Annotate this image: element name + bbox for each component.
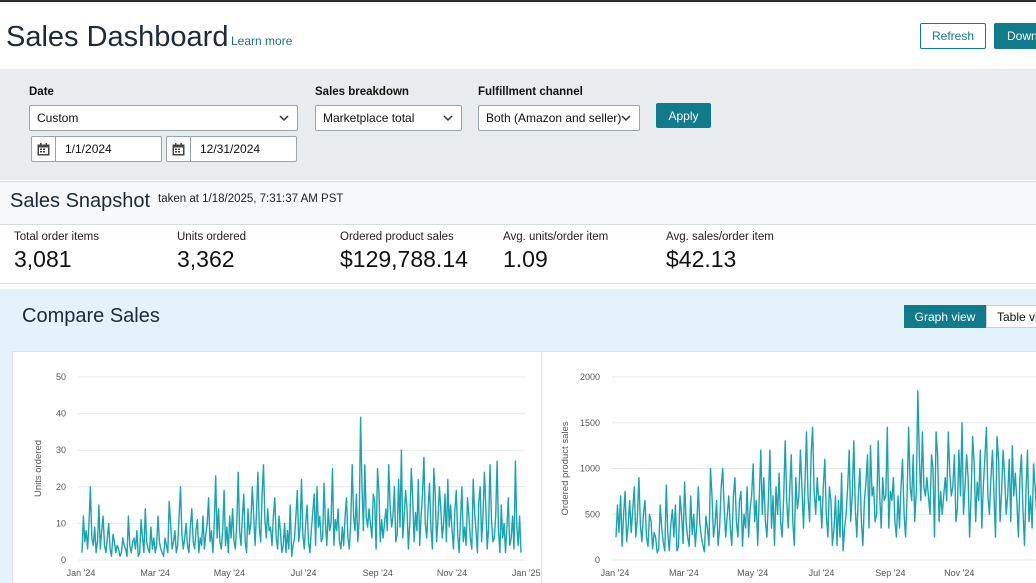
chevron-down-icon: [443, 106, 453, 140]
series-line: [81, 416, 522, 557]
metric-label: Total order items: [14, 231, 100, 243]
metric-avg-sales-per-order-item: Avg. sales/order item $42.13: [666, 231, 774, 273]
table-view-toggle[interactable]: Table vi: [986, 305, 1036, 328]
filter-bar: Date Custom 1/1/2024 12/31/2024 Sales br…: [0, 69, 1036, 180]
y-tick-label: 30: [56, 445, 66, 455]
download-button[interactable]: Down: [994, 23, 1036, 49]
apply-button[interactable]: Apply: [656, 103, 711, 128]
sales-breakdown-label: Sales breakdown: [315, 86, 409, 98]
x-tick-label: Jan '24: [67, 568, 96, 578]
ordered-product-sales-chart-panel: 0 500 1000 1500 2000 Jan '24 Mar '24 May '24 Jul…: [541, 351, 1036, 583]
metric-value: $42.13: [666, 246, 737, 272]
y-tick-label: 0: [61, 555, 66, 565]
x-tick-label: Jan '25: [512, 568, 541, 578]
metric-units-ordered: Units ordered 3,362: [177, 231, 246, 273]
metric-label: Ordered product sales: [340, 231, 454, 243]
metric-value: 1.09: [503, 246, 548, 272]
snapshot-metrics: Total order items 3,081 Units ordered 3,…: [0, 226, 1036, 284]
x-tick-label: Mar '24: [669, 568, 699, 578]
end-date-field[interactable]: 12/31/2024: [166, 136, 297, 162]
y-tick-label: 0: [595, 555, 600, 565]
sales-breakdown-value: Marketplace total: [323, 111, 415, 125]
compare-sales-section: Compare Sales Graph view Table vi 0 10 20 3…: [0, 289, 1036, 583]
start-date-value: 1/1/2024: [65, 142, 112, 156]
metric-label: Avg. units/order item: [503, 231, 609, 243]
x-tick-label: Jul '24: [291, 568, 317, 578]
compare-sales-title: Compare Sales: [22, 305, 160, 327]
page-header: Sales Dashboard Learn more Refresh Down: [0, 2, 1036, 69]
graph-view-toggle[interactable]: Graph view: [904, 305, 986, 328]
x-tick-label: Mar '24: [140, 568, 170, 578]
fulfillment-channel-select[interactable]: Both (Amazon and seller): [478, 105, 640, 131]
y-tick-label: 10: [56, 518, 66, 528]
x-tick-label: Jul '24: [809, 568, 835, 578]
metric-value: 3,081: [14, 246, 72, 272]
fulfillment-channel-label: Fulfillment channel: [478, 86, 583, 98]
x-tick-label: May '24: [214, 568, 245, 578]
metric-total-order-items: Total order items 3,081: [14, 231, 99, 273]
chevron-down-icon: [621, 106, 631, 140]
series-line: [615, 390, 1036, 554]
y-axis-label: Units ordered: [33, 440, 44, 497]
x-tick-label: Sep '24: [875, 568, 905, 578]
metric-avg-units-per-order-item: Avg. units/order item 1.09: [503, 231, 608, 273]
y-tick-label: 50: [56, 372, 66, 382]
ordered-product-sales-chart: 0 500 1000 1500 2000 Jan '24 Mar '24 May '24 Jul…: [560, 372, 1036, 578]
y-tick-label: 2000: [580, 372, 600, 382]
metric-label: Avg. sales/order item: [666, 231, 774, 243]
chevron-down-icon: [279, 106, 289, 140]
snapshot-timestamp: taken at 1/18/2025, 7:31:37 AM PST: [158, 193, 344, 205]
y-tick-label: 1000: [580, 464, 600, 474]
calendar-icon[interactable]: [32, 137, 56, 161]
date-range-select[interactable]: Custom: [29, 105, 298, 131]
x-tick-label: May '24: [737, 568, 768, 578]
window-top-border: [0, 0, 1036, 2]
metric-ordered-product-sales: Ordered product sales $129,788.14: [340, 231, 468, 273]
metric-value: 3,362: [177, 246, 235, 272]
units-ordered-chart: 0 10 20 30 40 50 Jan '24 Mar '24 May '24 Jul '24 S…: [33, 372, 541, 578]
sales-breakdown-select[interactable]: Marketplace total: [315, 105, 462, 131]
metric-label: Units ordered: [177, 231, 247, 243]
refresh-button[interactable]: Refresh: [920, 23, 986, 49]
x-tick-label: Nov '24: [437, 568, 467, 578]
date-range-value: Custom: [37, 111, 79, 125]
metric-value: $129,788.14: [340, 246, 468, 272]
y-tick-label: 40: [56, 409, 66, 419]
fulfillment-channel-value: Both (Amazon and seller): [486, 111, 622, 125]
y-tick-label: 20: [56, 482, 66, 492]
end-date-value: 12/31/2024: [200, 142, 261, 156]
x-tick-label: Sep '24: [363, 568, 393, 578]
y-tick-label: 500: [585, 509, 600, 519]
units-ordered-chart-panel: 0 10 20 30 40 50 Jan '24 Mar '24 May '24 Jul '24 S…: [12, 351, 542, 583]
page-title: Sales Dashboard: [6, 21, 229, 53]
date-label: Date: [29, 86, 54, 98]
learn-more-link[interactable]: Learn more: [231, 34, 293, 48]
x-tick-label: Jan '24: [601, 568, 630, 578]
x-tick-label: Nov '24: [944, 568, 974, 578]
sales-snapshot-header: Sales Snapshot taken at 1/18/2025, 7:31:…: [0, 181, 1036, 225]
calendar-icon[interactable]: [167, 137, 191, 161]
start-date-field[interactable]: 1/1/2024: [31, 136, 162, 162]
snapshot-title: Sales Snapshot: [10, 190, 151, 212]
y-tick-label: 1500: [580, 418, 600, 428]
y-axis-label: Ordered product sales: [560, 421, 571, 515]
